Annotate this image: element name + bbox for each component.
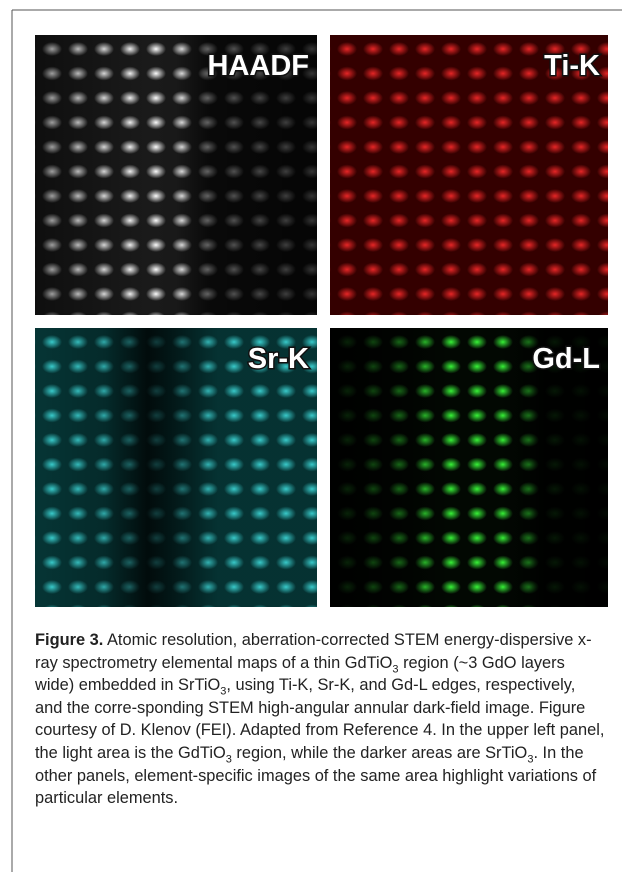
image-panel: HAADF [35,35,317,315]
caption-label: Figure 3. [35,631,103,649]
image-panel: Gd-L [330,328,608,607]
image-panel: Sr-K [35,328,317,607]
figure-caption: Figure 3. Atomic resolution, aberration-… [35,629,607,810]
panel-label: Gd-L [532,343,600,375]
panel-label: HAADF [208,50,310,82]
panel-label: Ti-K [544,50,600,82]
panels: HAADF Ti-K Sr-K Gd-L [35,35,608,607]
image-panel: Ti-K [330,35,608,315]
page: HAADF Ti-K Sr-K Gd-L Figure 3. Atomic resol… [0,0,622,882]
panel-label: Sr-K [248,343,309,375]
caption-text: region, while the darker areas are SrTiO [232,744,527,762]
